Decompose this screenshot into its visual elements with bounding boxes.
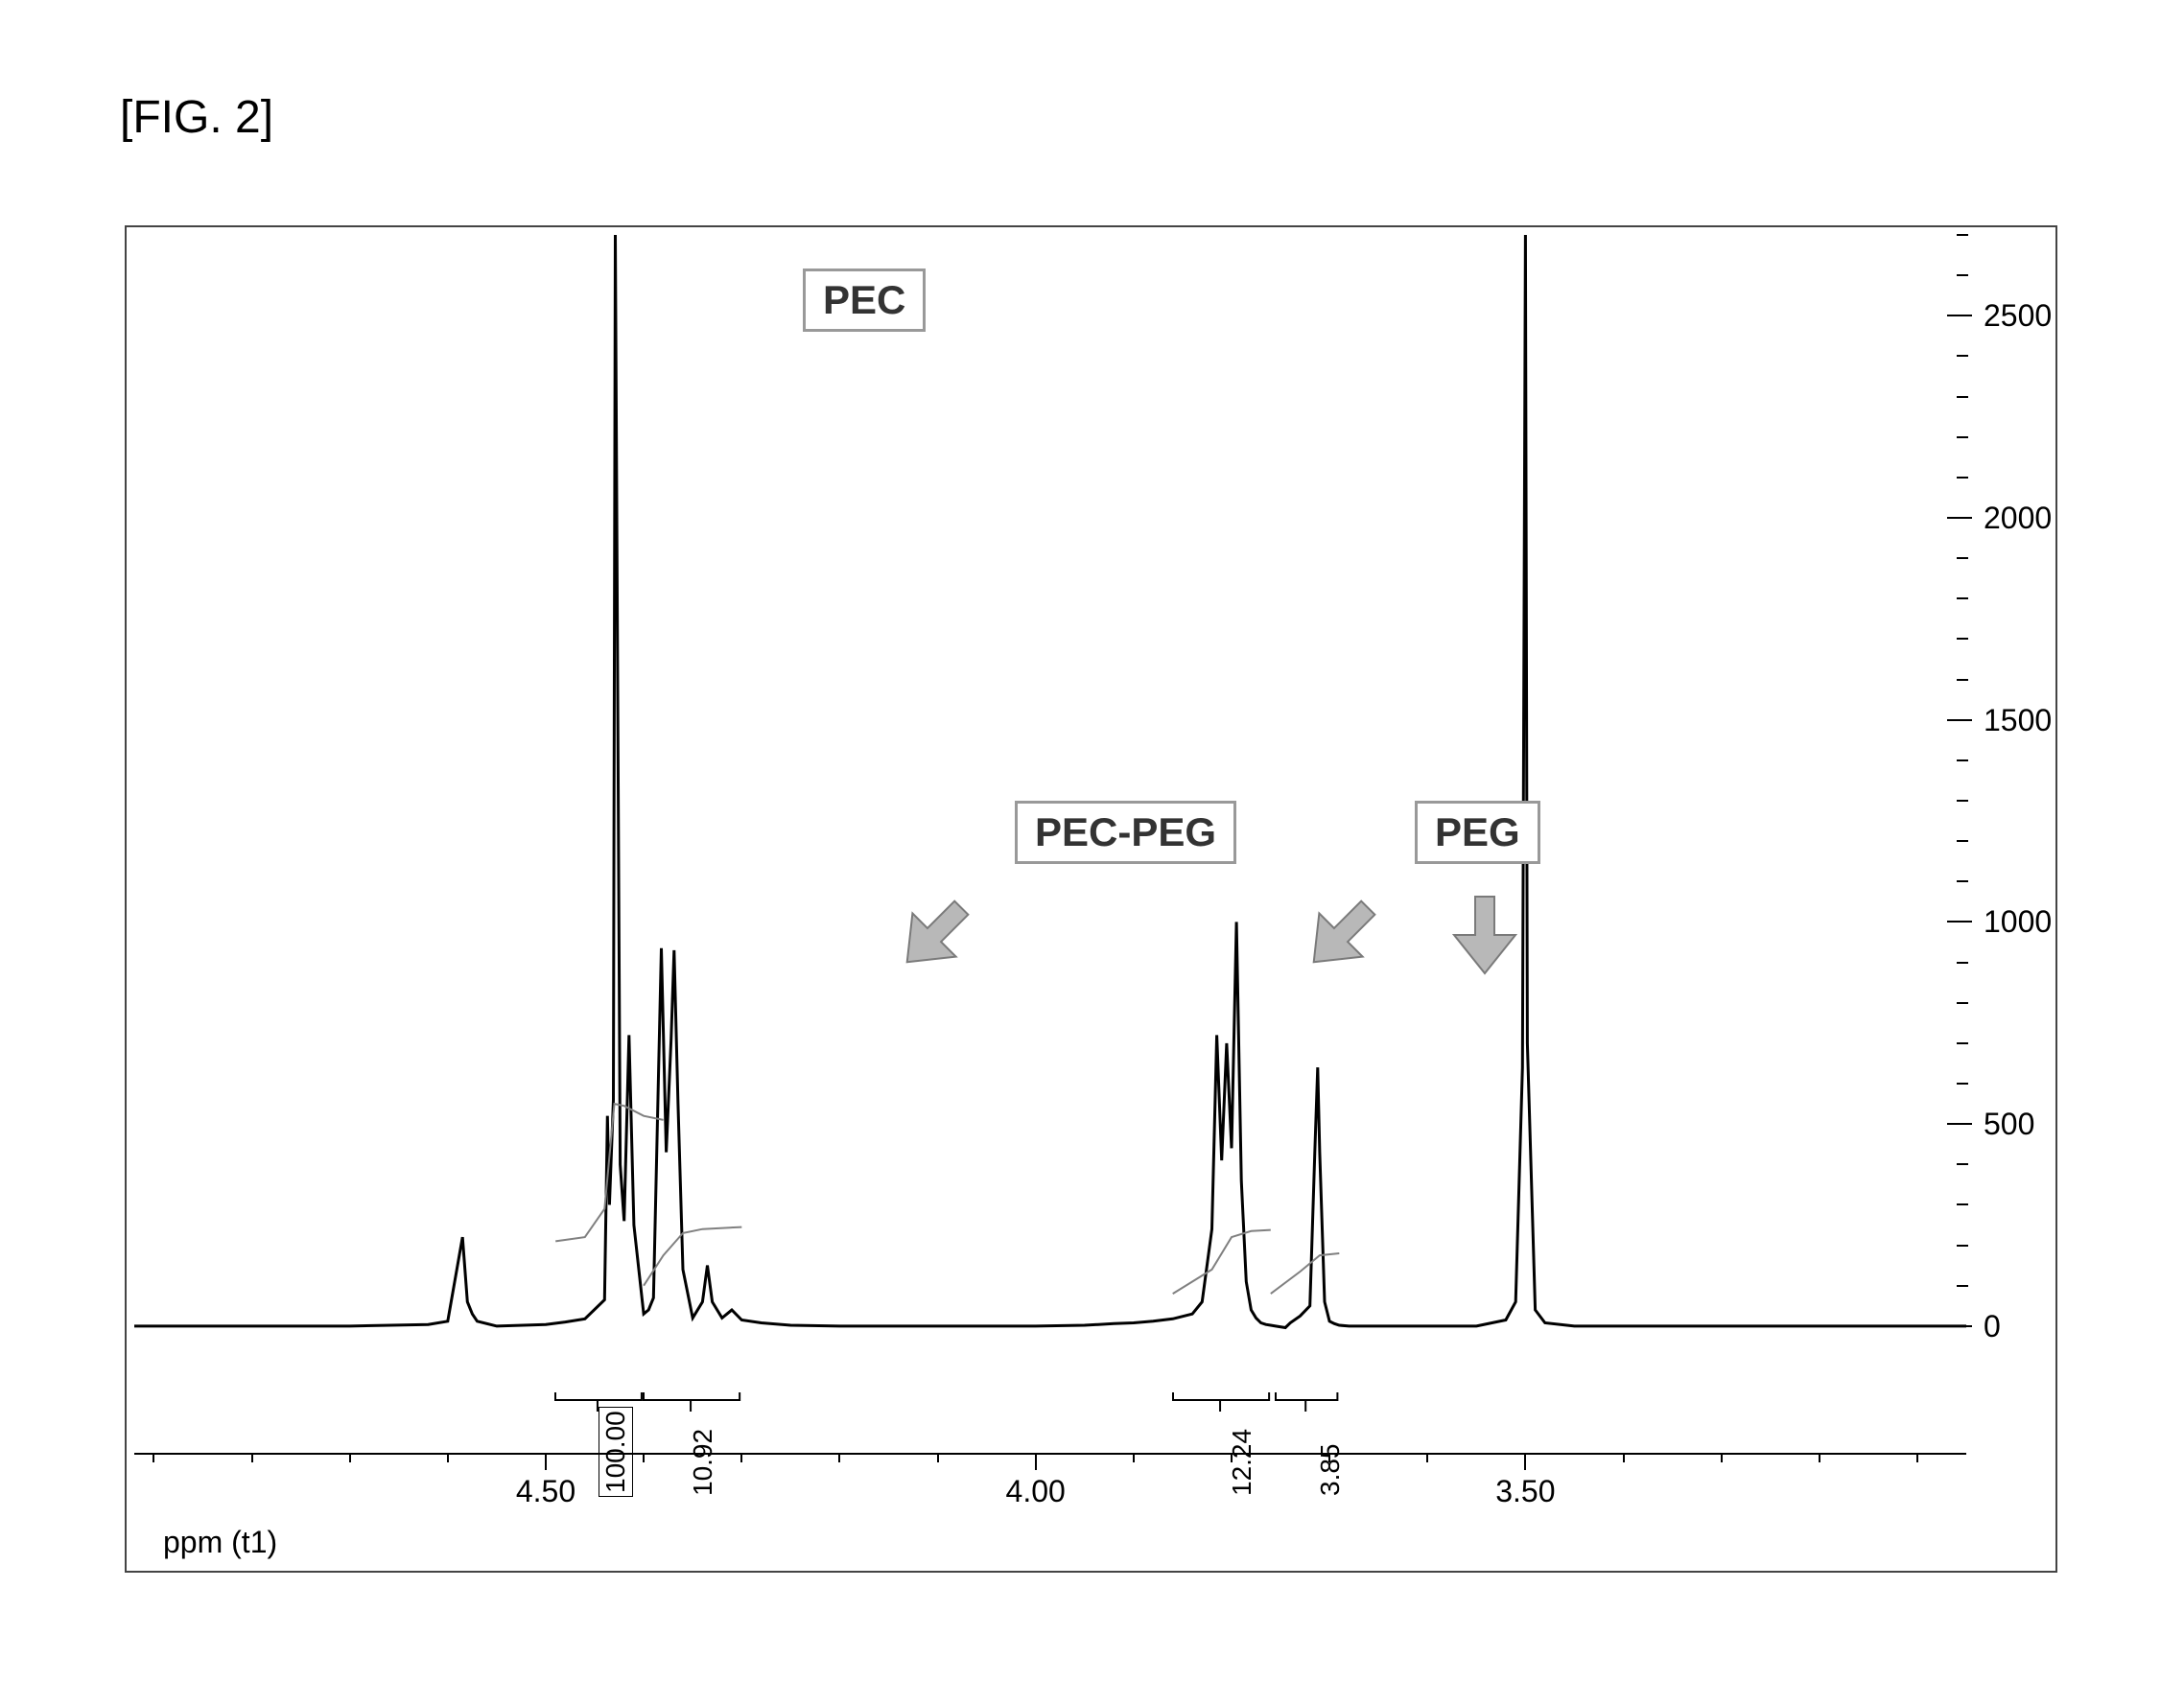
- x-minor-tick: [937, 1453, 939, 1462]
- y-tick: [1947, 1325, 1972, 1327]
- integral-bracket: [642, 1390, 743, 1415]
- x-axis-unit: ppm (t1): [163, 1525, 277, 1560]
- integral-bracket: [1171, 1390, 1273, 1415]
- x-minor-tick: [740, 1453, 742, 1462]
- y-minor-tick: [1957, 1203, 1968, 1205]
- x-minor-tick: [1133, 1453, 1135, 1462]
- y-minor-tick: [1957, 759, 1968, 761]
- y-minor-tick: [1957, 557, 1968, 559]
- x-tick-label: 4.00: [1006, 1474, 1066, 1509]
- y-tick-label: 1500: [1984, 703, 2052, 738]
- integral-value: 10.92: [688, 1429, 718, 1496]
- x-minor-tick: [1721, 1453, 1723, 1462]
- y-tick: [1947, 517, 1972, 519]
- y-minor-tick: [1957, 638, 1968, 640]
- x-tick-label: 4.50: [516, 1474, 575, 1509]
- y-minor-tick: [1957, 1245, 1968, 1247]
- x-minor-tick: [1916, 1453, 1918, 1462]
- x-minor-tick: [153, 1453, 154, 1462]
- figure-label: [FIG. 2]: [120, 91, 273, 144]
- x-minor-tick: [838, 1453, 840, 1462]
- y-minor-tick: [1957, 1163, 1968, 1165]
- x-minor-tick: [251, 1453, 253, 1462]
- y-tick: [1947, 719, 1972, 721]
- arrow-icon: [1446, 892, 1523, 983]
- y-minor-tick: [1957, 274, 1968, 276]
- x-minor-tick: [349, 1453, 351, 1462]
- y-minor-tick: [1957, 355, 1968, 357]
- y-tick-label: 1000: [1984, 904, 2052, 940]
- y-minor-tick: [1957, 679, 1968, 681]
- x-baseline: [134, 1453, 1966, 1455]
- peak-label: PEC-PEG: [1015, 801, 1236, 864]
- x-tick-label: 3.50: [1495, 1474, 1555, 1509]
- y-tick: [1947, 921, 1972, 923]
- x-tick: [545, 1453, 547, 1470]
- integral-value: 3.85: [1315, 1444, 1346, 1497]
- x-minor-tick: [1623, 1453, 1625, 1462]
- y-minor-tick: [1957, 1083, 1968, 1085]
- y-tick: [1947, 315, 1972, 316]
- y-minor-tick: [1957, 597, 1968, 599]
- y-tick: [1947, 1123, 1972, 1125]
- integral-value: 12.24: [1227, 1429, 1257, 1496]
- peak-label: PEG: [1415, 801, 1540, 864]
- y-minor-tick: [1957, 840, 1968, 842]
- y-minor-tick: [1957, 477, 1968, 479]
- y-minor-tick: [1957, 1042, 1968, 1044]
- y-minor-tick: [1957, 436, 1968, 438]
- y-tick-label: 2000: [1984, 501, 2052, 536]
- y-minor-tick: [1957, 962, 1968, 964]
- y-tick-label: 0: [1984, 1309, 2001, 1344]
- y-minor-tick: [1957, 1285, 1968, 1287]
- y-minor-tick: [1957, 396, 1968, 398]
- x-minor-tick: [1819, 1453, 1820, 1462]
- integral-bracket: [1274, 1390, 1341, 1415]
- y-tick-label: 2500: [1984, 298, 2052, 334]
- integral-value: 100.00: [599, 1408, 632, 1496]
- x-tick: [1035, 1453, 1037, 1470]
- x-tick: [1524, 1453, 1526, 1470]
- y-tick-label: 500: [1984, 1107, 2034, 1142]
- y-minor-tick: [1957, 234, 1968, 236]
- y-minor-tick: [1957, 1002, 1968, 1004]
- x-minor-tick: [1426, 1453, 1428, 1462]
- y-minor-tick: [1957, 880, 1968, 882]
- y-minor-tick: [1957, 800, 1968, 802]
- peak-label: PEC: [803, 269, 926, 332]
- x-minor-tick: [447, 1453, 449, 1462]
- x-minor-tick: [643, 1453, 645, 1462]
